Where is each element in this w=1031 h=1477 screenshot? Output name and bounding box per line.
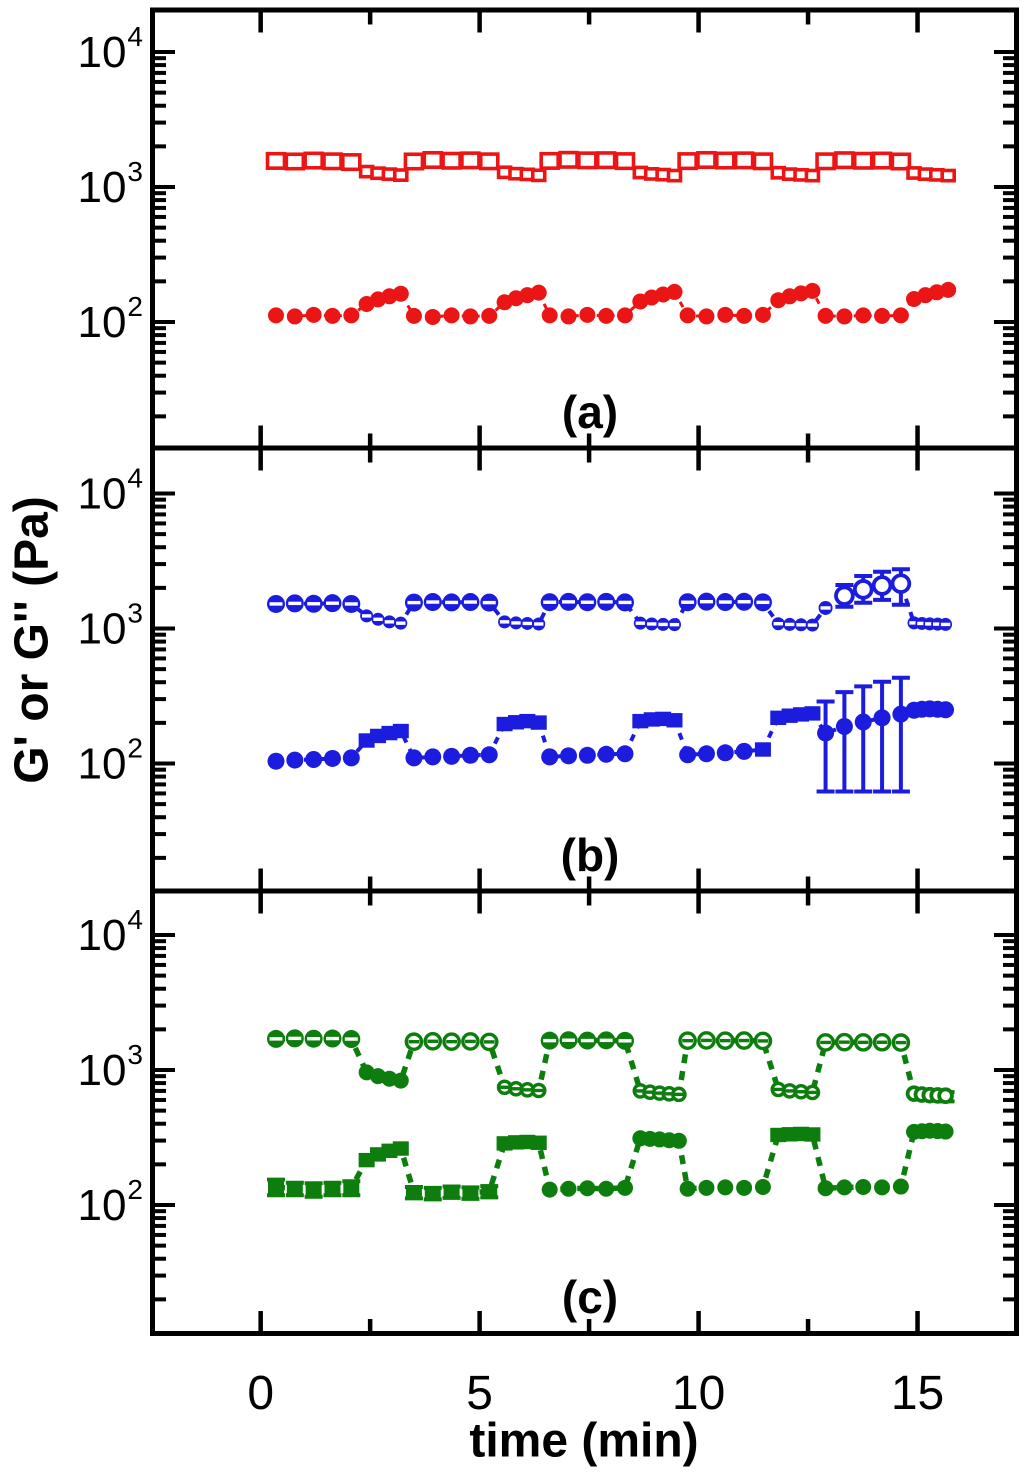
y-tick-label: 103 [77,598,143,654]
panel-frame-(a): 102 103 104 [77,7,1019,451]
y-tick-label: 102 [77,291,143,347]
panel-a-label: (a) [561,386,619,438]
y-tick-label: 104 [77,904,143,960]
panel-c-series-gdoubleprime [266,1122,954,1202]
panel-b-label: (b) [560,829,620,881]
panel-a-series-gprime [265,150,956,183]
panel-c-series-gprime [266,1029,955,1105]
panel-c-label: (c) [561,1271,619,1323]
y-tick-label: 104 [77,463,143,519]
y-tick-label: 103 [77,156,143,212]
y-tick-label: 103 [77,1039,143,1095]
y-tick-label: 102 [77,733,143,789]
panel-b-series-gdoubleprime [267,675,955,794]
y-tick-label: 102 [77,1174,143,1230]
panel-frame-(b): 102 103 104 [77,445,1019,894]
x-tick-label: 5 [466,1367,493,1420]
x-tick-label: 0 [247,1367,274,1420]
y-tick-label: 104 [77,21,143,77]
panel-a-series-gdoubleprime [267,281,957,325]
panel-frame-(c): 102 103 104 [77,888,1019,1336]
x-axis-title: time (min) [469,1414,699,1468]
x-tick-label: 10 [672,1367,725,1420]
y-axis-title: G' or G'' (Pa) [5,496,59,784]
x-tick-label: 15 [891,1367,944,1420]
panel-b-series-gprime [266,567,953,632]
